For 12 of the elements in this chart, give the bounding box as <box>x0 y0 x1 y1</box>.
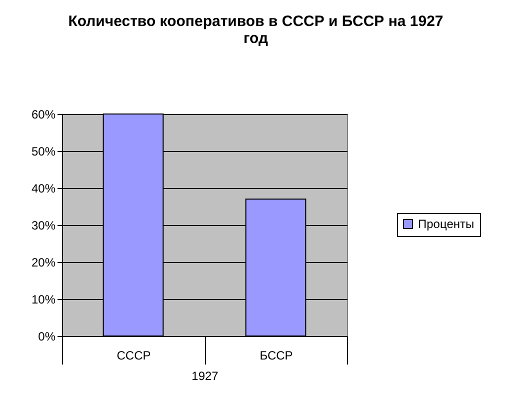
chart-title: Количество кооперативов в СССР и БССР на 1927 год <box>68 13 444 47</box>
y-tick-label: 40% <box>31 182 56 196</box>
x-axis-title: 1927 <box>192 369 219 383</box>
y-tick-label: 60% <box>31 108 56 122</box>
x-tick-label: СССР <box>116 348 151 362</box>
y-tick-label: 50% <box>31 144 56 158</box>
y-tick-label: 20% <box>31 256 56 270</box>
y-tick-label: 10% <box>31 292 56 306</box>
x-tick-label: БССР <box>260 348 293 362</box>
y-tick-label: 0% <box>38 330 56 344</box>
y-tick-label: 30% <box>31 218 56 232</box>
legend-label: Проценты <box>418 217 474 231</box>
